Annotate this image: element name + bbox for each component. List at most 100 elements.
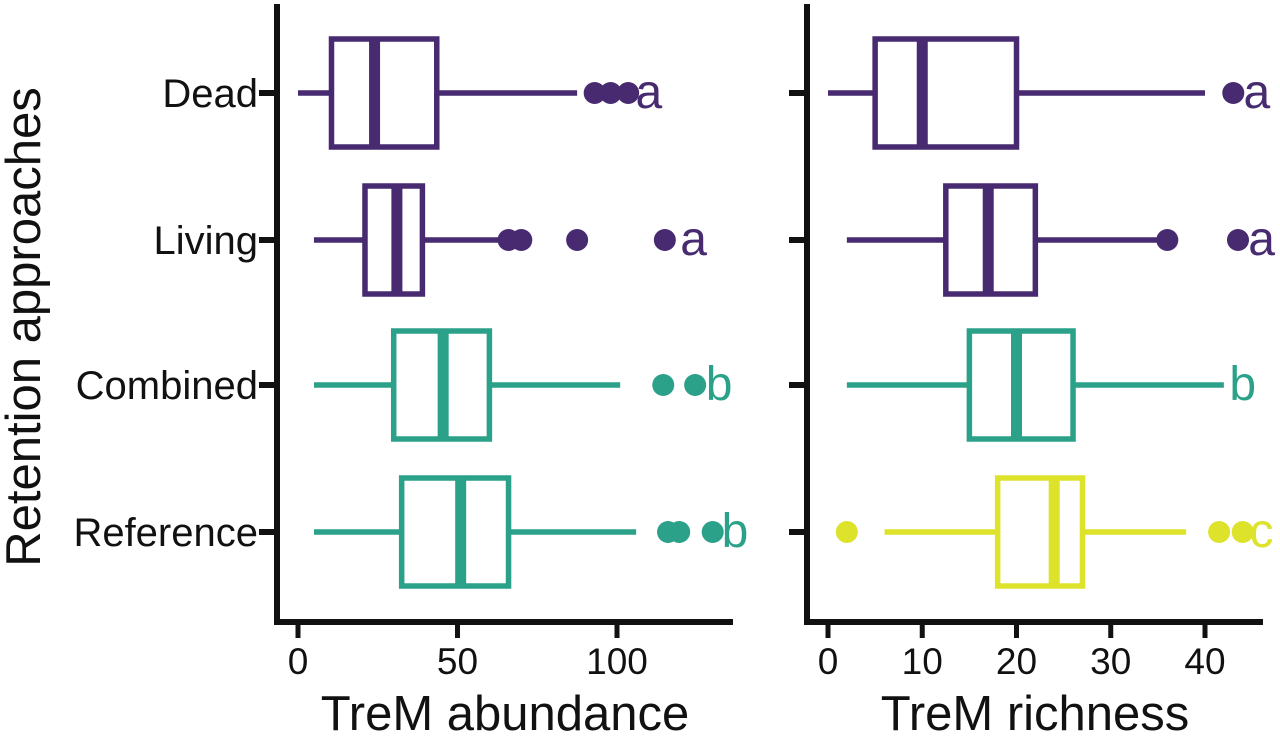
outlier-point <box>510 229 533 251</box>
x-axis-title-abundance: TreM abundance <box>321 687 690 741</box>
y-axis-tick <box>259 90 274 96</box>
panel-right: 0 10 20 30 40 a a b c <box>789 4 1275 682</box>
y-axis-tick <box>789 382 804 388</box>
outlier-point <box>1226 229 1249 251</box>
y-axis-tick <box>259 382 274 388</box>
whisker-right <box>1073 382 1224 388</box>
whisker-right <box>1016 90 1205 96</box>
x-axis-tick <box>295 625 301 638</box>
x-axis-tick <box>1108 625 1114 638</box>
outlier-point <box>583 82 606 104</box>
median-line <box>437 331 449 439</box>
boxplot-dead: a <box>298 36 663 150</box>
significance-letter: b <box>706 358 733 411</box>
whisker-left <box>846 237 946 243</box>
category-label-dead: Dead <box>162 72 258 116</box>
outlier-point <box>599 82 622 104</box>
iqr-box <box>328 36 440 150</box>
median-line <box>369 39 381 147</box>
y-axis-tick <box>259 237 274 243</box>
outlier-point <box>1156 229 1179 251</box>
x-axis-tick-label: 20 <box>996 641 1037 682</box>
whisker-right <box>489 382 621 388</box>
y-axis-tick <box>789 90 804 96</box>
panel-left: 0 50 100 a a b b <box>259 4 748 682</box>
x-axis-tick-label: 40 <box>1184 641 1225 682</box>
whisker-left <box>313 382 394 388</box>
outlier-point <box>566 229 589 251</box>
x-axis-tick <box>825 625 831 638</box>
iqr-box <box>872 36 1020 150</box>
whisker-right <box>422 237 501 243</box>
x-axis-title-richness: TreM richness <box>881 687 1190 741</box>
x-axis-tick-label: 100 <box>586 641 648 682</box>
significance-letter: a <box>1248 213 1275 266</box>
whisker-left <box>313 237 365 243</box>
x-axis-line <box>274 619 733 625</box>
whisker-right <box>436 90 578 96</box>
outlier-point <box>653 229 676 251</box>
median-line <box>982 186 994 294</box>
significance-letter: c <box>1250 505 1274 558</box>
boxplot-reference: b <box>313 475 749 589</box>
outlier-point <box>701 521 724 543</box>
outlier-point <box>684 374 707 396</box>
category-label-living: Living <box>153 219 258 263</box>
x-axis-tick-label: 30 <box>1090 641 1131 682</box>
outlier-point <box>1208 521 1231 543</box>
plot-marks: 0 50 100 a a b b 0 10 20 30 40 a a b c <box>259 4 1275 682</box>
x-axis-tick-label: 50 <box>437 641 478 682</box>
x-axis-line <box>804 619 1263 625</box>
x-axis-tick <box>1202 625 1208 638</box>
y-axis-tick <box>259 529 274 535</box>
outlier-point <box>1222 82 1245 104</box>
significance-letter: a <box>636 66 663 119</box>
whisker-left <box>313 529 402 535</box>
significance-letter: b <box>722 505 749 558</box>
boxplot-living: a <box>846 183 1275 297</box>
y-axis-line <box>274 4 280 625</box>
median-line <box>916 39 928 147</box>
x-axis-tick-label: 0 <box>288 641 309 682</box>
outlier-point <box>652 374 675 396</box>
outlier-point <box>668 521 691 543</box>
median-line <box>1011 331 1022 439</box>
y-axis-tick <box>789 237 804 243</box>
significance-letter: a <box>680 213 707 266</box>
whisker-left <box>884 529 998 535</box>
significance-letter: a <box>1243 66 1270 119</box>
whisker-left <box>828 90 876 96</box>
boxplot-combined: b <box>846 328 1256 442</box>
x-axis-tick <box>919 625 925 638</box>
outlier-point <box>1231 521 1254 543</box>
whisker-left <box>298 90 332 96</box>
x-axis-tick <box>455 625 460 638</box>
whisker-right <box>1082 529 1187 535</box>
median-line <box>1048 478 1060 586</box>
whisker-right <box>508 529 637 535</box>
whisker-right <box>1035 237 1168 243</box>
whisker-left <box>846 382 970 388</box>
boxplot-combined: b <box>313 328 733 442</box>
iqr-box <box>398 475 512 589</box>
x-axis-tick-label: 10 <box>902 641 943 682</box>
category-label-reference: Reference <box>73 511 258 555</box>
y-axis-tick <box>789 529 804 535</box>
boxplot-dead: a <box>828 36 1270 150</box>
median-line <box>391 186 403 294</box>
boxplot-living: a <box>313 183 707 297</box>
outlier-point <box>617 82 640 104</box>
significance-letter: b <box>1229 358 1256 411</box>
x-axis-tick <box>614 625 620 638</box>
y-axis-line <box>804 4 810 625</box>
y-axis-title: Retention approaches <box>0 87 51 566</box>
iqr-box <box>994 475 1086 589</box>
x-axis-tick <box>1014 625 1019 638</box>
boxplot-reference: c <box>835 475 1274 589</box>
category-label-combined: Combined <box>76 364 258 408</box>
median-line <box>455 478 467 586</box>
x-axis-tick-label: 0 <box>818 641 839 682</box>
outlier-point <box>835 521 858 543</box>
